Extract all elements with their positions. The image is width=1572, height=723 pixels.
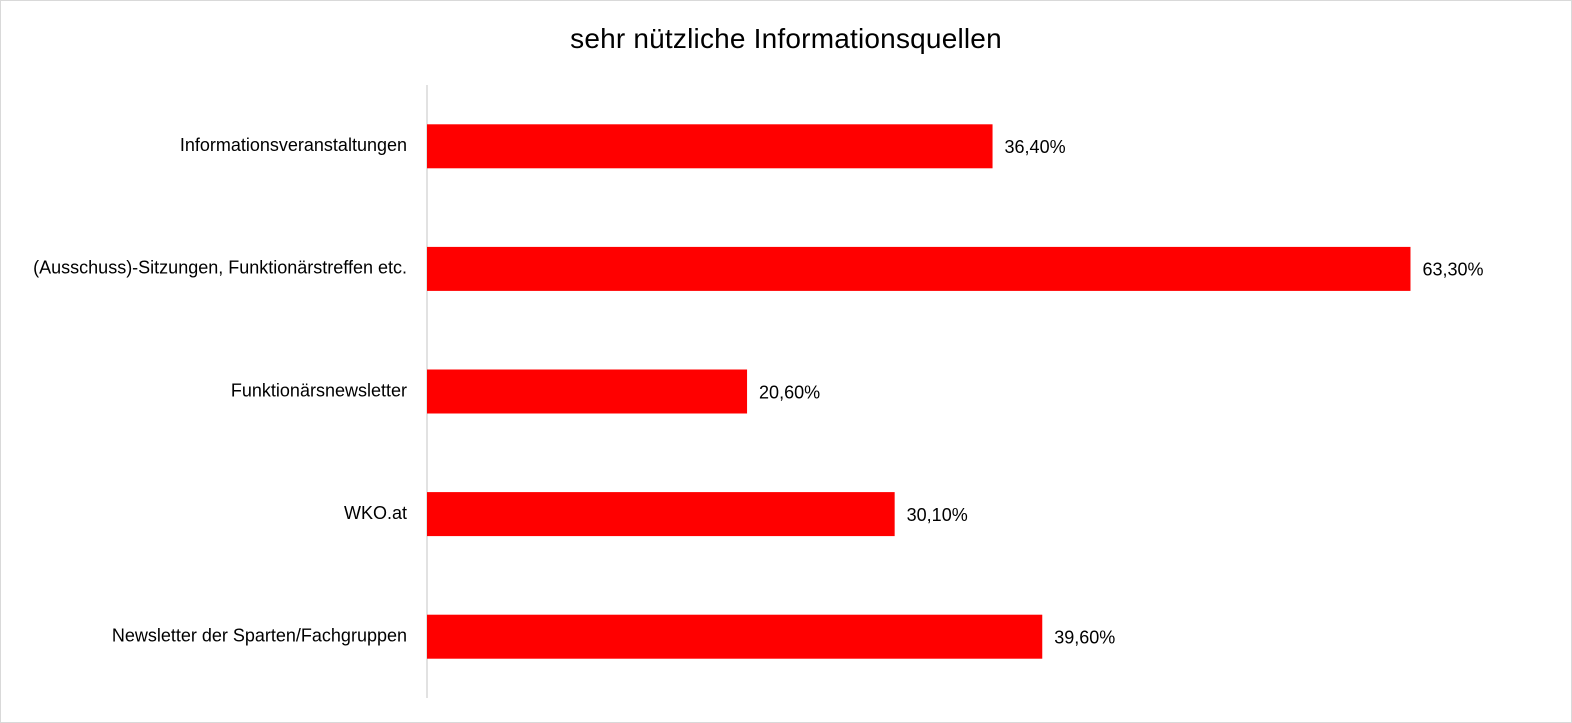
data-label: 20,60% — [759, 382, 820, 402]
bar — [427, 369, 748, 414]
data-label: 63,30% — [1422, 260, 1483, 280]
bar — [427, 614, 1043, 659]
data-label: 30,10% — [907, 505, 968, 525]
data-labels-group: 36,40% 63,30% 20,60% 30,10% 39,60% — [759, 137, 1483, 647]
category-label: Informationsveranstaltungen — [180, 135, 407, 155]
data-label: 36,40% — [1005, 137, 1066, 157]
category-label: (Ausschuss)-Sitzungen, Funktionärstreffe… — [33, 258, 407, 278]
bar — [427, 124, 993, 169]
category-labels-group: Informationsveranstaltungen (Ausschuss)-S… — [33, 135, 407, 645]
chart-title: sehr nützliche Informationsquellen — [570, 23, 1002, 54]
data-label: 39,60% — [1054, 627, 1115, 647]
bar — [427, 492, 895, 537]
category-label: Funktionärsnewsletter — [231, 380, 407, 400]
bars-group — [427, 124, 1411, 659]
category-label: WKO.at — [344, 503, 407, 523]
category-label: Newsletter der Sparten/Fachgruppen — [112, 625, 407, 645]
bar — [427, 246, 1411, 291]
